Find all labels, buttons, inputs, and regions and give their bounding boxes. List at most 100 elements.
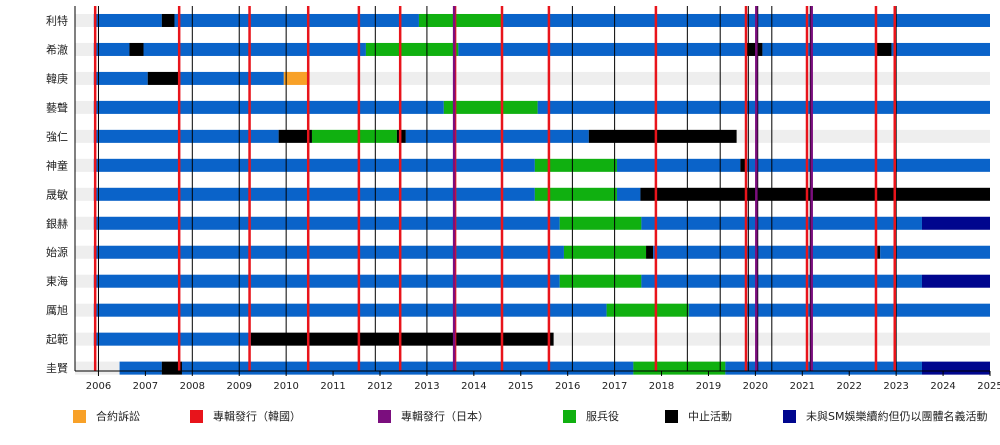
segment-military — [534, 187, 617, 201]
timeline-plot: 2006 2007 2008 2009 2010 2011 2012 2013 2014 2015… — [46, 6, 1000, 392]
legend-label: 服兵役 — [586, 410, 619, 423]
segment-inactive — [646, 245, 654, 259]
legend-label: 專輯發行（韓國） — [213, 410, 301, 423]
x-tick-label: 2006 — [86, 381, 111, 392]
segment-active — [891, 42, 990, 56]
x-tick-label: 2010 — [273, 381, 298, 392]
segment-active — [537, 100, 990, 114]
segment-non_sm — [921, 274, 990, 288]
segment-military — [563, 245, 647, 259]
legend-item-military: 服兵役 — [563, 408, 619, 424]
segment-inactive — [640, 187, 990, 201]
member-label: 晟敏 — [46, 187, 68, 201]
member-label: 厲旭 — [46, 303, 68, 317]
segment-active — [174, 13, 419, 27]
segment-inactive — [161, 13, 175, 27]
segment-active — [616, 158, 741, 172]
member-label: 東海 — [46, 274, 68, 288]
segment-active — [745, 158, 990, 172]
member-label: 利特 — [46, 13, 68, 27]
x-tick-label: 2016 — [555, 381, 580, 392]
x-tick-label: 2008 — [180, 381, 205, 392]
segment-active — [93, 100, 444, 114]
member-label: 希澈 — [46, 42, 68, 56]
x-tick-label: 2014 — [461, 381, 486, 392]
segment-inactive — [588, 129, 737, 143]
x-tick-label: 2009 — [227, 381, 252, 392]
member-label: 藝聲 — [46, 100, 68, 114]
member-label: 神童 — [46, 158, 68, 172]
segment-military — [443, 100, 538, 114]
x-tick-label: 2018 — [649, 381, 674, 392]
segment-active — [641, 274, 922, 288]
segment-inactive — [278, 129, 312, 143]
legend-swatch — [190, 409, 203, 423]
segment-active — [93, 129, 279, 143]
x-tick-label: 2022 — [837, 381, 862, 392]
legend-item-release_korea: 專輯發行（韓國） — [190, 408, 301, 424]
segment-active — [93, 332, 251, 346]
segment-military — [633, 361, 726, 375]
legend-label: 合約訴訟 — [96, 410, 140, 423]
segment-non_sm — [921, 216, 990, 230]
segment-active — [93, 303, 607, 317]
x-tick-label: 2024 — [930, 381, 955, 392]
segment-active — [93, 158, 535, 172]
member-label: 始源 — [46, 245, 68, 259]
member-label: 圭賢 — [46, 362, 68, 375]
segment-active — [641, 216, 922, 230]
segment-inactive — [740, 158, 746, 172]
segment-contract_dispute — [283, 71, 310, 85]
legend: 合約訴訟 專輯發行（韓國） 專輯發行（日本） 服兵役 中止活動 未與SM娛樂續約但仍以團體… — [0, 408, 1000, 432]
segment-active — [458, 42, 746, 56]
member-label: 強仁 — [46, 130, 68, 143]
x-tick-label: 2017 — [602, 381, 627, 392]
segment-active — [93, 187, 535, 201]
segment-inactive — [250, 332, 554, 346]
segment-military — [418, 13, 502, 27]
segment-active — [616, 187, 641, 201]
x-tick-label: 2023 — [883, 381, 908, 392]
legend-label: 中止活動 — [688, 410, 732, 423]
segment-military — [311, 129, 397, 143]
segment-active — [653, 245, 878, 259]
legend-item-inactive: 中止活動 — [665, 408, 732, 424]
legend-swatch — [73, 409, 86, 423]
segment-active — [143, 42, 366, 56]
segment-active — [93, 13, 162, 27]
segment-military — [559, 216, 642, 230]
x-tick-label: 2025 — [977, 381, 1000, 392]
segment-military — [534, 158, 617, 172]
segment-active — [762, 42, 876, 56]
segment-active — [688, 303, 990, 317]
x-tick-label: 2015 — [508, 381, 533, 392]
segment-active — [725, 361, 922, 375]
x-tick-label: 2012 — [367, 381, 392, 392]
segment-active — [93, 71, 148, 85]
x-tick-label: 2013 — [414, 381, 439, 392]
legend-label: 專輯發行（日本） — [401, 410, 489, 423]
segment-active — [405, 129, 589, 143]
legend-swatch — [563, 409, 576, 423]
segment-inactive — [147, 71, 181, 85]
legend-swatch — [378, 409, 391, 423]
segment-military — [559, 274, 642, 288]
segment-inactive — [746, 42, 763, 56]
segment-active — [880, 245, 990, 259]
x-tick-label: 2011 — [320, 381, 345, 392]
legend-item-contract_dispute: 合約訴訟 — [73, 408, 140, 424]
segment-inactive — [129, 42, 144, 56]
legend-swatch — [665, 409, 678, 423]
segment-inactive — [877, 245, 881, 259]
x-tick-label: 2021 — [790, 381, 815, 392]
segment-active — [93, 245, 564, 259]
segment-active — [180, 71, 284, 85]
segment-active — [93, 216, 560, 230]
segment-military — [606, 303, 689, 317]
legend-label: 未與SM娛樂續約但仍以團體名義活動 — [806, 410, 988, 423]
x-tick-label: 2020 — [743, 381, 768, 392]
segment-military — [365, 42, 459, 56]
segment-active — [93, 274, 560, 288]
x-tick-label: 2019 — [696, 381, 721, 392]
